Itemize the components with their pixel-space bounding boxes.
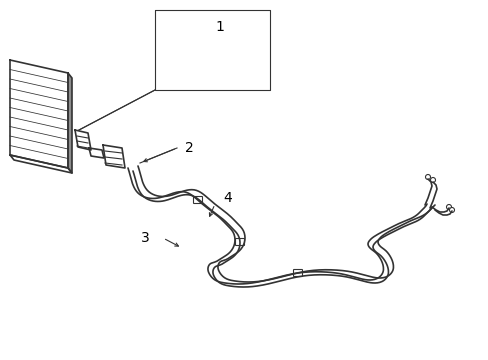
Circle shape — [425, 175, 429, 180]
Circle shape — [446, 204, 450, 210]
Text: 2: 2 — [184, 141, 193, 155]
FancyBboxPatch shape — [193, 197, 202, 203]
FancyBboxPatch shape — [235, 238, 244, 246]
Text: 4: 4 — [223, 191, 231, 205]
Circle shape — [429, 177, 435, 183]
Circle shape — [448, 207, 453, 212]
FancyBboxPatch shape — [293, 270, 302, 276]
Text: 3: 3 — [141, 231, 150, 245]
Text: 1: 1 — [215, 20, 224, 34]
